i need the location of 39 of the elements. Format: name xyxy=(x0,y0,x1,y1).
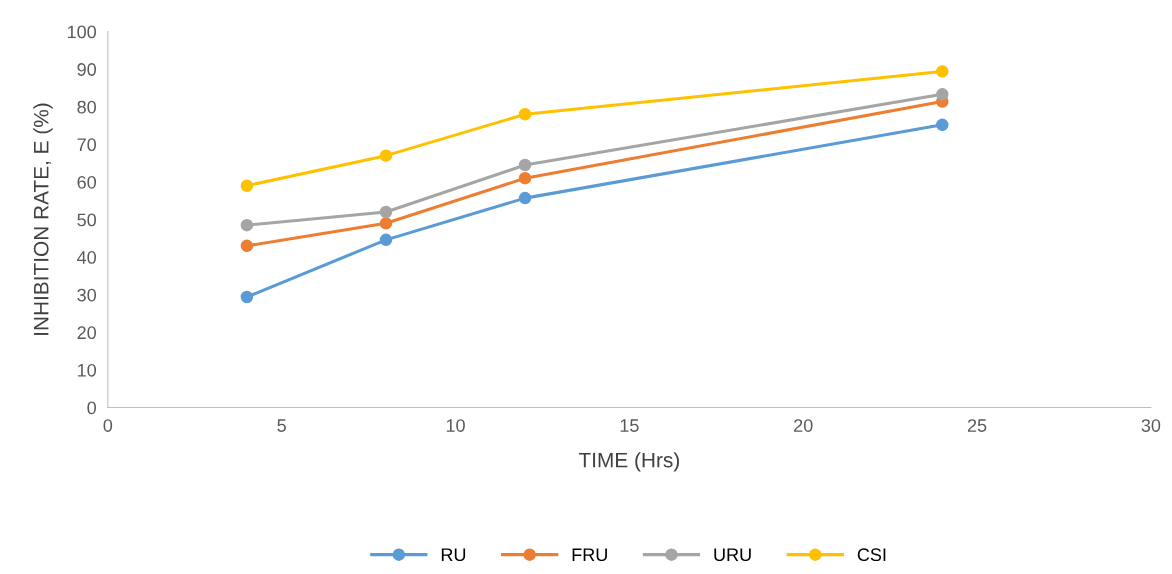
point xyxy=(518,171,532,185)
x-tick-label: 20 xyxy=(794,419,813,432)
x-axis-title: TIME (Hrs) xyxy=(578,452,679,472)
y-tick-label: 0 xyxy=(87,401,97,415)
x-tick-label: 30 xyxy=(1141,419,1161,432)
point xyxy=(379,149,393,162)
point xyxy=(240,290,254,304)
y-tick-label: 30 xyxy=(77,288,97,302)
y-tick-label: 70 xyxy=(77,138,97,152)
y-tick-label: 20 xyxy=(77,326,97,340)
x-tick-label: 0 xyxy=(103,419,113,432)
y-axis-title: INHIBITION RATE, E (%) xyxy=(33,103,53,335)
point xyxy=(379,217,393,230)
point xyxy=(240,218,254,232)
point xyxy=(240,239,254,253)
point xyxy=(518,108,532,121)
point xyxy=(379,233,393,247)
point xyxy=(936,118,949,132)
point xyxy=(518,158,532,172)
y-tick-label: 10 xyxy=(78,363,97,377)
legend-label: RU xyxy=(441,548,466,562)
x-tick-label: 5 xyxy=(277,419,286,432)
point xyxy=(240,179,254,192)
legend-label: CSI xyxy=(857,548,886,562)
x-tick-label: 25 xyxy=(967,419,987,432)
point xyxy=(936,65,949,78)
y-tick-label: 40 xyxy=(77,251,97,264)
x-tick-label: 15 xyxy=(620,419,639,432)
y-tick-label: 100 xyxy=(67,25,97,39)
point xyxy=(379,205,393,219)
y-tick-label: 90 xyxy=(77,63,97,76)
point xyxy=(936,88,949,101)
legend-label: URU xyxy=(714,548,751,562)
legend-label: FRU xyxy=(572,548,607,562)
point xyxy=(518,191,532,205)
y-tick-label: 60 xyxy=(77,175,97,189)
x-tick-label: 10 xyxy=(446,419,465,432)
y-tick-label: 50 xyxy=(77,213,97,227)
y-tick-label: 80 xyxy=(77,100,97,114)
